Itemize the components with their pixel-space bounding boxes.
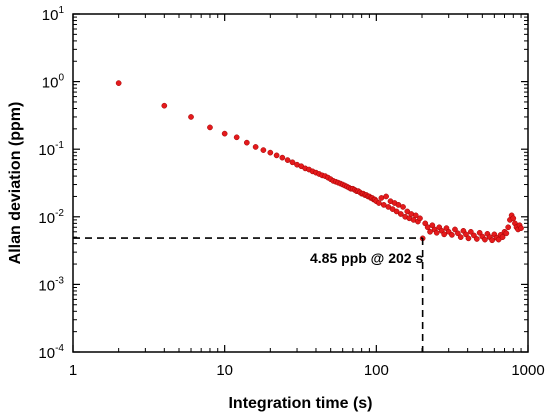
data-point (115, 80, 122, 86)
data-point (474, 236, 480, 242)
data-point (441, 231, 448, 238)
data-point (260, 147, 267, 153)
data-point (505, 224, 512, 231)
data-point (284, 157, 291, 163)
data-point (457, 234, 464, 240)
data-point (452, 226, 458, 233)
x-tick-label: 10 (216, 362, 233, 379)
data-point (161, 102, 168, 109)
plot-frame (72, 13, 529, 353)
y-axis-title: Allan deviation (ppm) (7, 102, 24, 265)
y-tick-label: 10-3 (38, 275, 64, 294)
y-tick-label: 101 (42, 5, 65, 24)
data-point (468, 228, 474, 235)
data-point (482, 236, 488, 243)
data-point (289, 159, 296, 166)
data-point (465, 235, 472, 242)
data-point (378, 195, 385, 201)
data-point (510, 215, 517, 222)
y-tick-label: 10-2 (38, 208, 64, 227)
data-point (188, 114, 194, 120)
x-axis-title: Integration time (s) (228, 395, 372, 412)
y-tick-label: 10-1 (38, 140, 64, 159)
data-point (233, 134, 240, 141)
data-point (273, 152, 280, 159)
data-point (449, 232, 455, 238)
x-tick-label: 100 (364, 362, 389, 379)
data-point (463, 231, 469, 238)
data-point (499, 234, 506, 240)
data-point (424, 224, 431, 231)
data-point (503, 230, 510, 237)
data-point (518, 225, 524, 231)
data-point (489, 237, 495, 244)
data-point (417, 215, 423, 222)
data-point (393, 208, 400, 215)
data-point (455, 230, 461, 237)
data-point (376, 200, 382, 206)
y-tick-label: 10-4 (38, 343, 64, 362)
data-point (400, 204, 406, 210)
data-point (252, 144, 259, 150)
data-point (412, 212, 419, 219)
data-point (433, 229, 440, 236)
data-point (207, 124, 213, 131)
data-point (221, 130, 228, 137)
data-point (427, 228, 433, 235)
annotation-label: 4.85 ppb @ 202 s (310, 250, 423, 266)
x-tick-label: 1 (69, 362, 77, 379)
data-point (404, 208, 411, 215)
y-tick-label: 100 (42, 73, 65, 92)
data-point (243, 139, 250, 146)
x-tick-label: 1000 (511, 362, 544, 379)
data-points (115, 80, 524, 244)
data-point (397, 211, 404, 217)
annotation-group: 4.85 ppb @ 202 s (73, 237, 423, 352)
data-point (267, 149, 274, 156)
plot-area: 1 10 100 1000 10-4 10-3 10-2 10-1 100 101 (38, 5, 544, 379)
data-point (383, 193, 389, 200)
data-point (279, 154, 286, 161)
